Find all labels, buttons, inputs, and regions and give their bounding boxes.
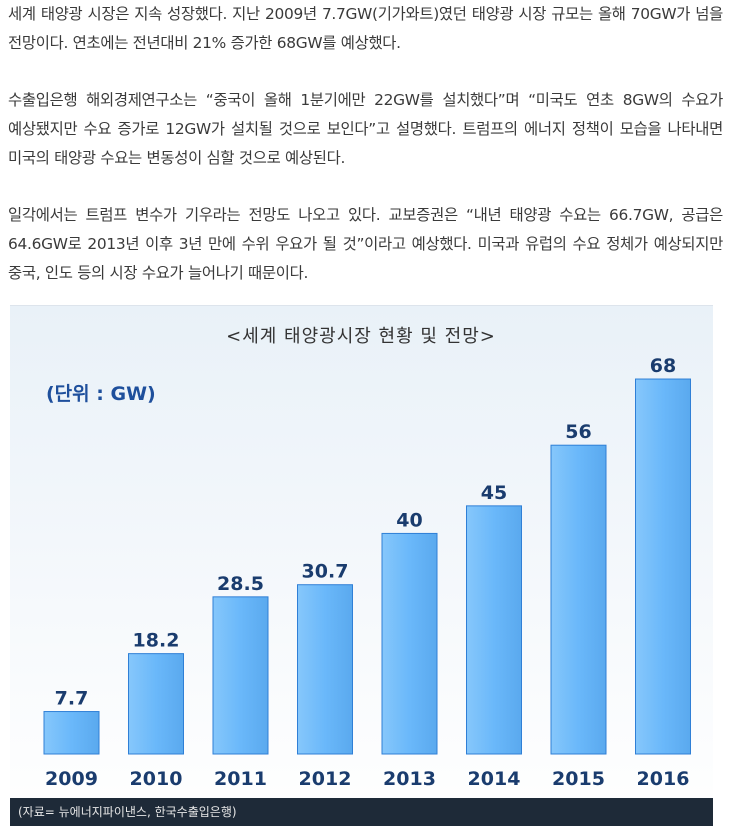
bar-2015 [550,444,607,755]
article-paragraph-2: 수출입은행 해외경제연구소는 “중국이 올해 1분기에만 22GW를 설치했다”… [8,91,723,167]
value-label-2010: 18.2 [133,630,180,652]
bar-2011 [212,596,269,755]
bar-2014 [466,505,522,755]
article-body: 세계 태양광 시장은 지속 성장했다. 지난 2009년 7.7GW(기가와트)… [8,0,723,288]
value-label-2011: 28.5 [217,573,264,595]
article-paragraph-1: 세계 태양광 시장은 지속 성장했다. 지난 2009년 7.7GW(기가와트)… [8,5,723,52]
value-label-2015: 56 [565,421,591,443]
category-label-2010: 2010 [130,768,183,790]
category-label-2013: 2013 [383,768,436,790]
bar-2012 [297,584,353,755]
chart-unit-label: (단위 : GW) [46,383,156,405]
category-label-2016: 2016 [637,768,690,790]
category-label-2009: 2009 [45,768,98,790]
value-label-2016: 68 [650,355,676,377]
bar-group: 7.7 2009 18.2 2010 28.5 2011 30.7 2012 40 2013 45 2… [43,355,691,790]
bar-2013 [381,532,438,755]
category-label-2011: 2011 [214,768,267,790]
chart-figure: <세계 태양광시장 현황 및 전망> (단위 : GW) 7.7 2009 18.2… [10,305,713,826]
bar-2010 [128,653,184,755]
bar-2009 [43,711,100,755]
bar-2016 [635,378,691,755]
chart-title: <세계 태양광시장 현황 및 전망> [226,326,496,347]
article-paragraph-3: 일각에서는 트럼프 변수가 기우라는 전망도 나오고 있다. 교보증권은 “내년… [8,206,723,282]
value-label-2012: 30.7 [302,561,349,583]
chart-source-caption: (자료= 뉴에너지파이낸스, 한국수출입은행) [10,798,713,826]
value-label-2013: 40 [396,509,422,531]
bar-chart: <세계 태양광시장 현황 및 전망> (단위 : GW) 7.7 2009 18.2… [43,326,691,790]
category-label-2014: 2014 [468,768,521,790]
value-label-2009: 7.7 [55,688,89,710]
value-label-2014: 45 [481,482,507,504]
category-label-2012: 2012 [299,768,352,790]
category-label-2015: 2015 [552,768,605,790]
